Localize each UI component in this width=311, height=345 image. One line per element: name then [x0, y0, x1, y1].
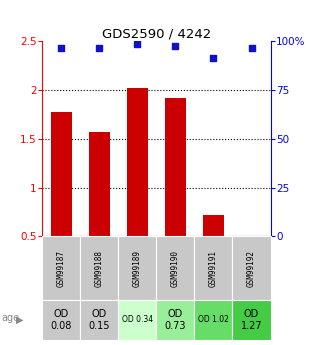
Text: age: age [2, 313, 20, 323]
Bar [80, 236, 118, 300]
Bar [194, 236, 232, 300]
Bar [42, 236, 80, 300]
Bar [89, 132, 109, 236]
Bar [232, 236, 271, 300]
Point [97, 46, 102, 51]
Point [211, 55, 216, 61]
Bar [194, 300, 232, 340]
Point [173, 43, 178, 49]
Bar [118, 300, 156, 340]
Bar [156, 300, 194, 340]
Bar [51, 111, 72, 236]
Bar [232, 300, 271, 340]
Bar [118, 236, 156, 300]
Bar [165, 98, 186, 236]
Text: GSM99189: GSM99189 [133, 250, 142, 287]
Bar [127, 88, 148, 236]
Text: GSM99191: GSM99191 [209, 250, 218, 287]
Bar [80, 300, 118, 340]
Text: OD
1.27: OD 1.27 [241, 309, 262, 331]
Text: GSM99187: GSM99187 [57, 250, 66, 287]
Bar [203, 215, 224, 236]
Text: GSM99192: GSM99192 [247, 250, 256, 287]
Text: OD 1.02: OD 1.02 [198, 315, 229, 325]
Text: ▶: ▶ [16, 315, 23, 325]
Text: OD 0.34: OD 0.34 [122, 315, 153, 325]
Point [135, 41, 140, 47]
Text: OD
0.73: OD 0.73 [165, 309, 186, 331]
Point [249, 46, 254, 51]
Text: OD
0.15: OD 0.15 [88, 309, 110, 331]
Text: OD
0.08: OD 0.08 [50, 309, 72, 331]
Point [58, 46, 63, 51]
Bar [42, 300, 80, 340]
Bar [156, 236, 194, 300]
Text: GSM99190: GSM99190 [171, 250, 180, 287]
Text: GSM99188: GSM99188 [95, 250, 104, 287]
Title: GDS2590 / 4242: GDS2590 / 4242 [102, 27, 211, 40]
